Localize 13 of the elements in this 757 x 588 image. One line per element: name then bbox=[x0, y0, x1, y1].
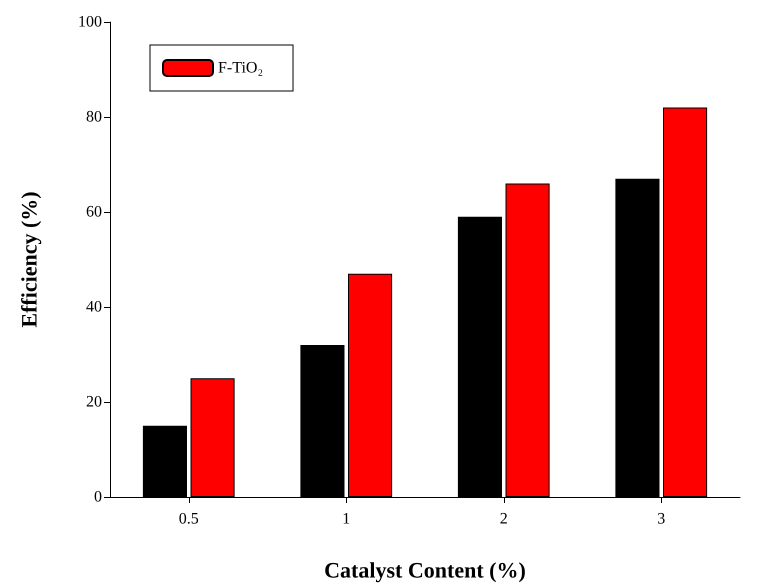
y-tick-label: 40 bbox=[86, 298, 102, 316]
legend-label: F-TiO₂ bbox=[218, 60, 264, 76]
y-tick-label: 80 bbox=[86, 108, 102, 126]
y-tick-label: 0 bbox=[94, 488, 102, 506]
x-tick-label: 3 bbox=[657, 510, 666, 528]
x-tick-label: 2 bbox=[500, 510, 508, 528]
x-axis-title: Catalyst Content (%) bbox=[324, 558, 526, 582]
y-axis-title: Efficiency (%) bbox=[16, 191, 42, 328]
y-tick-label: 60 bbox=[86, 204, 102, 220]
y-tick-label: 20 bbox=[86, 394, 102, 410]
x-tick-label: 0.5 bbox=[178, 510, 199, 528]
y-tick-label: 100 bbox=[78, 14, 102, 30]
x-tick-label: 1 bbox=[342, 510, 350, 528]
